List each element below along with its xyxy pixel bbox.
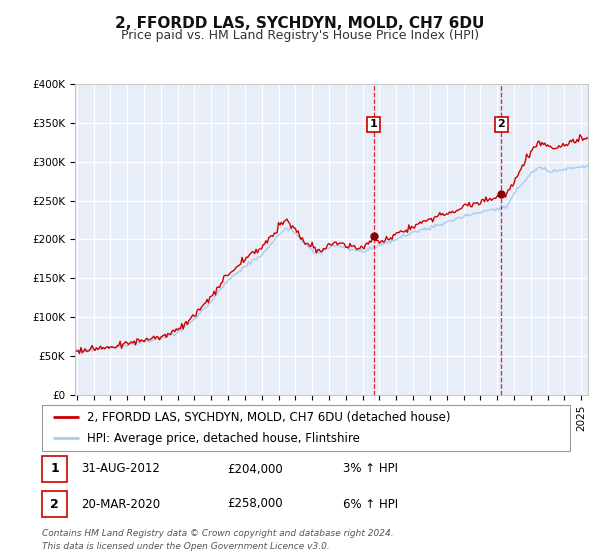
Text: £258,000: £258,000 (227, 497, 283, 511)
Text: 1: 1 (50, 463, 59, 475)
Text: 6% ↑ HPI: 6% ↑ HPI (343, 497, 398, 511)
Text: 2, FFORDD LAS, SYCHDYN, MOLD, CH7 6DU (detached house): 2, FFORDD LAS, SYCHDYN, MOLD, CH7 6DU (d… (87, 411, 451, 424)
Text: 2, FFORDD LAS, SYCHDYN, MOLD, CH7 6DU: 2, FFORDD LAS, SYCHDYN, MOLD, CH7 6DU (115, 16, 485, 31)
Text: Price paid vs. HM Land Registry's House Price Index (HPI): Price paid vs. HM Land Registry's House … (121, 29, 479, 42)
Text: £204,000: £204,000 (227, 463, 283, 475)
Text: 3% ↑ HPI: 3% ↑ HPI (343, 463, 398, 475)
Text: 1: 1 (370, 119, 378, 129)
Text: 31-AUG-2012: 31-AUG-2012 (82, 463, 160, 475)
Text: This data is licensed under the Open Government Licence v3.0.: This data is licensed under the Open Gov… (42, 542, 330, 551)
Text: 2: 2 (50, 497, 59, 511)
Bar (42, 456, 67, 482)
Bar (42, 491, 67, 517)
Text: HPI: Average price, detached house, Flintshire: HPI: Average price, detached house, Flin… (87, 432, 360, 445)
Text: Contains HM Land Registry data © Crown copyright and database right 2024.: Contains HM Land Registry data © Crown c… (42, 529, 394, 538)
Text: 2: 2 (497, 119, 505, 129)
Text: 20-MAR-2020: 20-MAR-2020 (82, 497, 161, 511)
